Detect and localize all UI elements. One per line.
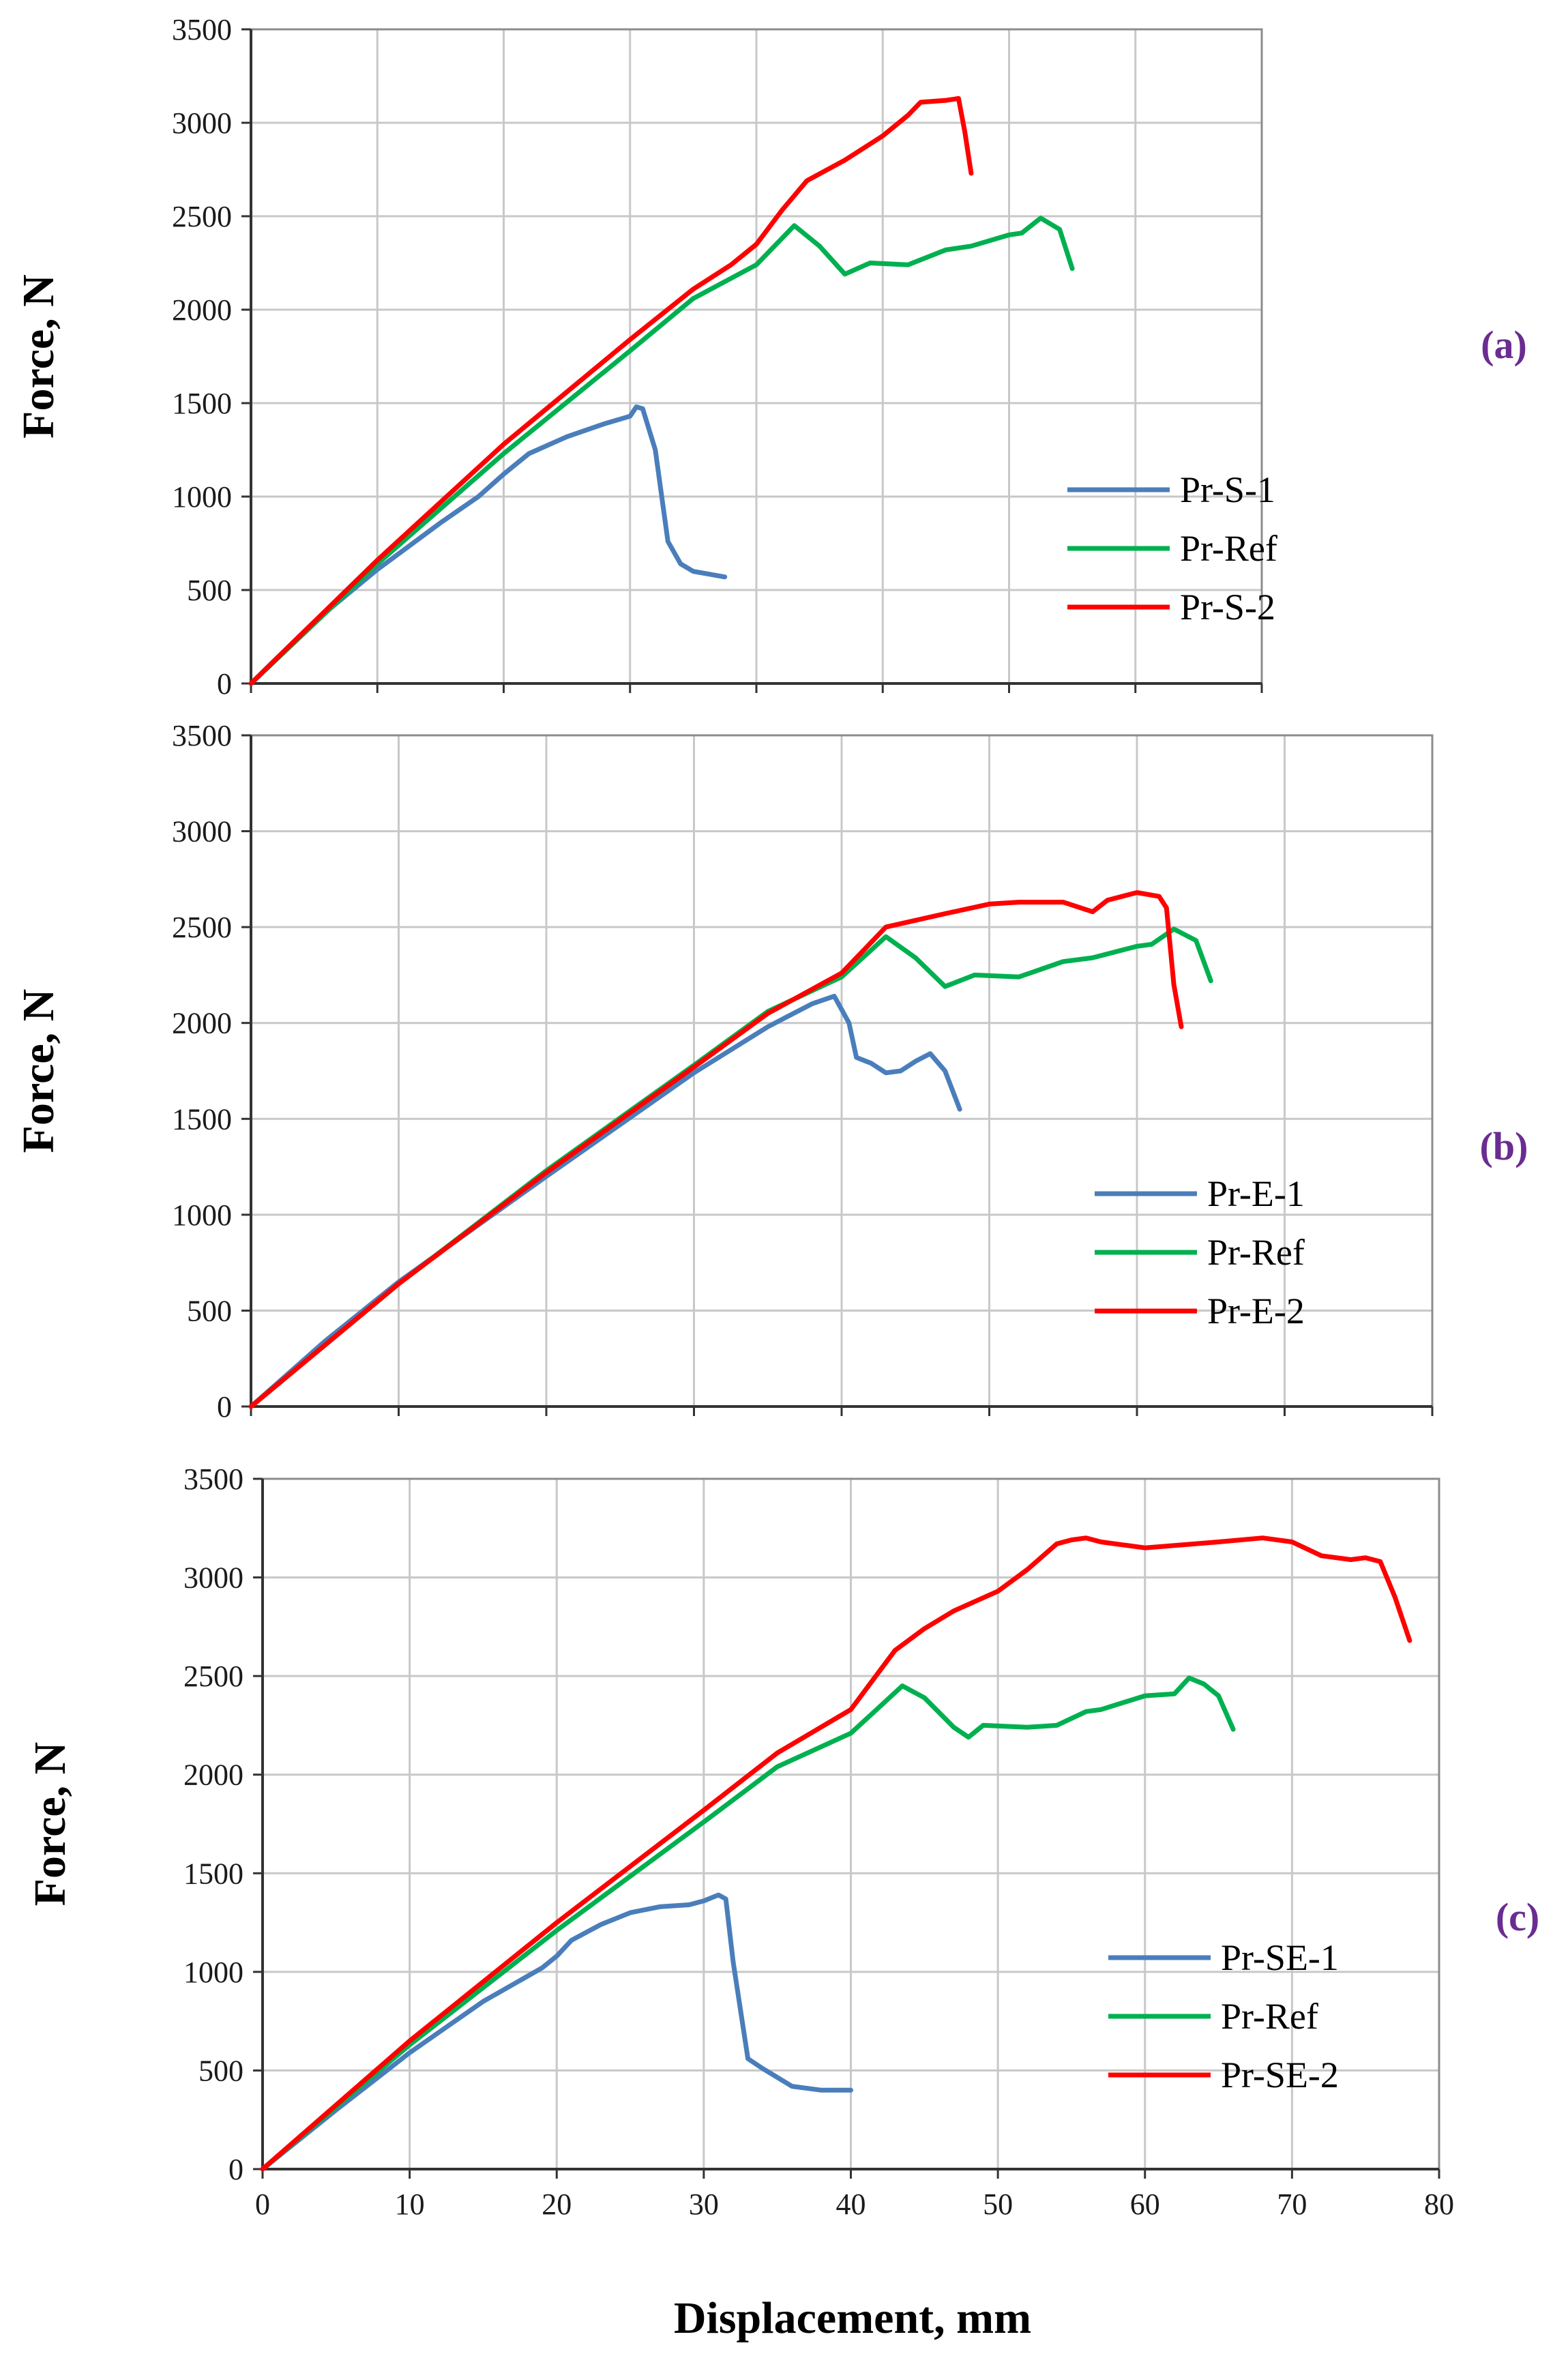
y-tick-label: 2500 — [172, 911, 232, 944]
y-tick-label: 1500 — [183, 1857, 243, 1890]
y-tick-label: 0 — [228, 2153, 243, 2186]
series-line-pr-ref — [260, 1675, 1236, 2172]
x-tick-label: 40 — [836, 2188, 866, 2221]
x-axis-title: Displacement, mm — [674, 2293, 1031, 2343]
y-tick-label: 1500 — [172, 1102, 232, 1136]
y-tick-label: 1000 — [172, 1198, 232, 1232]
series-line-pr-s-1 — [248, 404, 728, 686]
chart-panel-2: 0 500 1000 1500 2000 2500 3000 3500 Force, N (b) P… — [14, 719, 1528, 1424]
chart-panel-3: 0 500 1000 1500 2000 2500 3000 3500 0 10 20 30 40 50 6… — [25, 1462, 1539, 2221]
series-line-pr-ref — [248, 216, 1075, 686]
legend-label: Pr-Ref — [1221, 1996, 1318, 2037]
x-tick-label: 20 — [542, 2188, 572, 2221]
series-line-pr-e-2 — [248, 890, 1184, 1409]
series-line-pr-e-1 — [248, 993, 962, 1409]
y-axis-title: Force, N — [25, 1742, 75, 1906]
panel-label: (c) — [1496, 1895, 1539, 1939]
legend: Pr-E-1 Pr-Ref Pr-E-2 — [1095, 1173, 1305, 1331]
series-line-pr-se-1 — [260, 1892, 853, 2172]
y-tick-label: 1000 — [172, 480, 232, 514]
y-tick-label: 3500 — [183, 1462, 243, 1496]
series-line-pr-s-2 — [248, 95, 974, 686]
legend-label: Pr-E-1 — [1207, 1173, 1305, 1214]
y-tick-label: 3000 — [172, 106, 232, 140]
y-tick-label: 0 — [217, 667, 232, 701]
legend-label: Pr-E-2 — [1207, 1291, 1305, 1331]
y-tick-label: 3000 — [183, 1561, 243, 1595]
y-tick-label: 500 — [187, 1294, 232, 1327]
y-tick-label: 500 — [198, 2054, 243, 2087]
x-tick-label: 50 — [983, 2188, 1013, 2221]
y-tick-label: 2500 — [172, 200, 232, 233]
legend: Pr-SE-1 Pr-Ref Pr-SE-2 — [1108, 1937, 1339, 2095]
panel-label: (b) — [1480, 1124, 1528, 1168]
legend-label: Pr-Ref — [1207, 1232, 1305, 1273]
x-tick-label: 10 — [395, 2188, 425, 2221]
y-tick-label: 1000 — [183, 1956, 243, 1989]
legend: Pr-S-1 Pr-Ref Pr-S-2 — [1067, 469, 1277, 628]
y-tick-label: 0 — [217, 1390, 232, 1424]
y-axis-title: Force, N — [14, 989, 63, 1153]
legend-label: Pr-S-2 — [1180, 587, 1275, 628]
x-tick-label: 70 — [1277, 2188, 1307, 2221]
series-line-pr-ref — [248, 926, 1213, 1409]
x-tick-label: 0 — [255, 2188, 270, 2221]
y-tick-label: 3500 — [172, 13, 232, 46]
x-tick-label: 30 — [689, 2188, 719, 2221]
y-tick-label: 2000 — [172, 1007, 232, 1040]
x-tick-label: 80 — [1424, 2188, 1454, 2221]
legend-label: Pr-SE-2 — [1221, 2055, 1339, 2095]
x-tick-label: 60 — [1130, 2188, 1160, 2221]
y-tick-label: 500 — [187, 574, 232, 607]
y-tick-label: 1500 — [172, 387, 232, 420]
y-tick-label: 2000 — [172, 293, 232, 327]
y-tick-label: 2500 — [183, 1660, 243, 1693]
y-tick-label: 2000 — [183, 1758, 243, 1792]
series-line-pr-se-2 — [260, 1535, 1412, 2172]
y-tick-label: 3000 — [172, 815, 232, 849]
legend-label: Pr-SE-1 — [1221, 1937, 1339, 1978]
panel-label: (a) — [1481, 323, 1527, 367]
y-axis-title: Force, N — [14, 274, 63, 439]
legend-label: Pr-S-1 — [1180, 469, 1275, 510]
chart-panel-1: 0 500 1000 1500 2000 2500 3000 3500 Force, N (a) P… — [14, 13, 1527, 701]
legend-label: Pr-Ref — [1180, 528, 1277, 569]
y-tick-label: 3500 — [172, 719, 232, 752]
